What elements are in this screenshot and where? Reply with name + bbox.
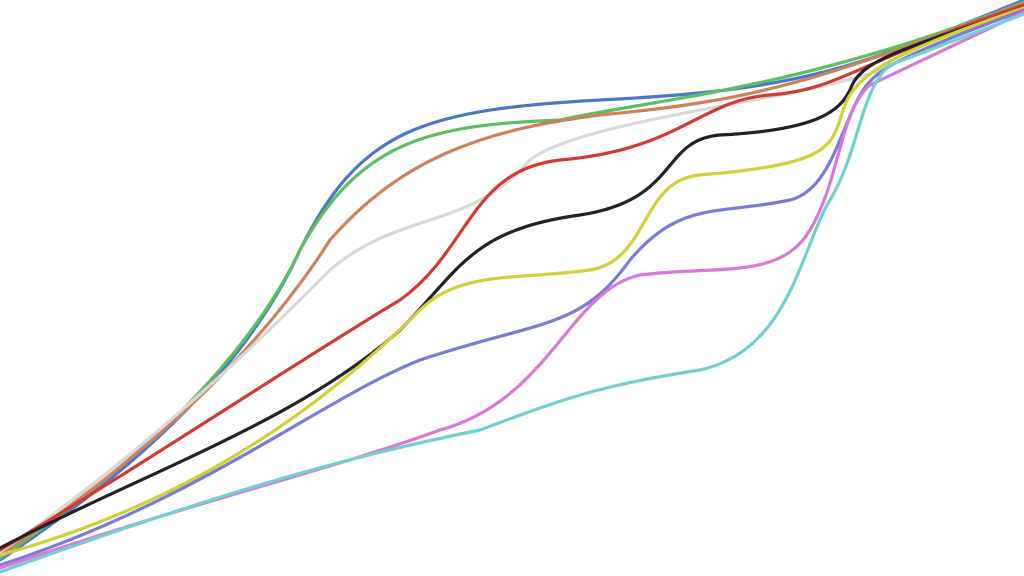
wire bbox=[0, 3, 1024, 554]
wire bbox=[0, 10, 1024, 570]
wire bbox=[0, 6, 1024, 550]
wire bbox=[0, 12, 1024, 574]
wire bbox=[0, 6, 1024, 557]
wire bbox=[0, 3, 1024, 552]
wire bbox=[0, 1, 1024, 557]
